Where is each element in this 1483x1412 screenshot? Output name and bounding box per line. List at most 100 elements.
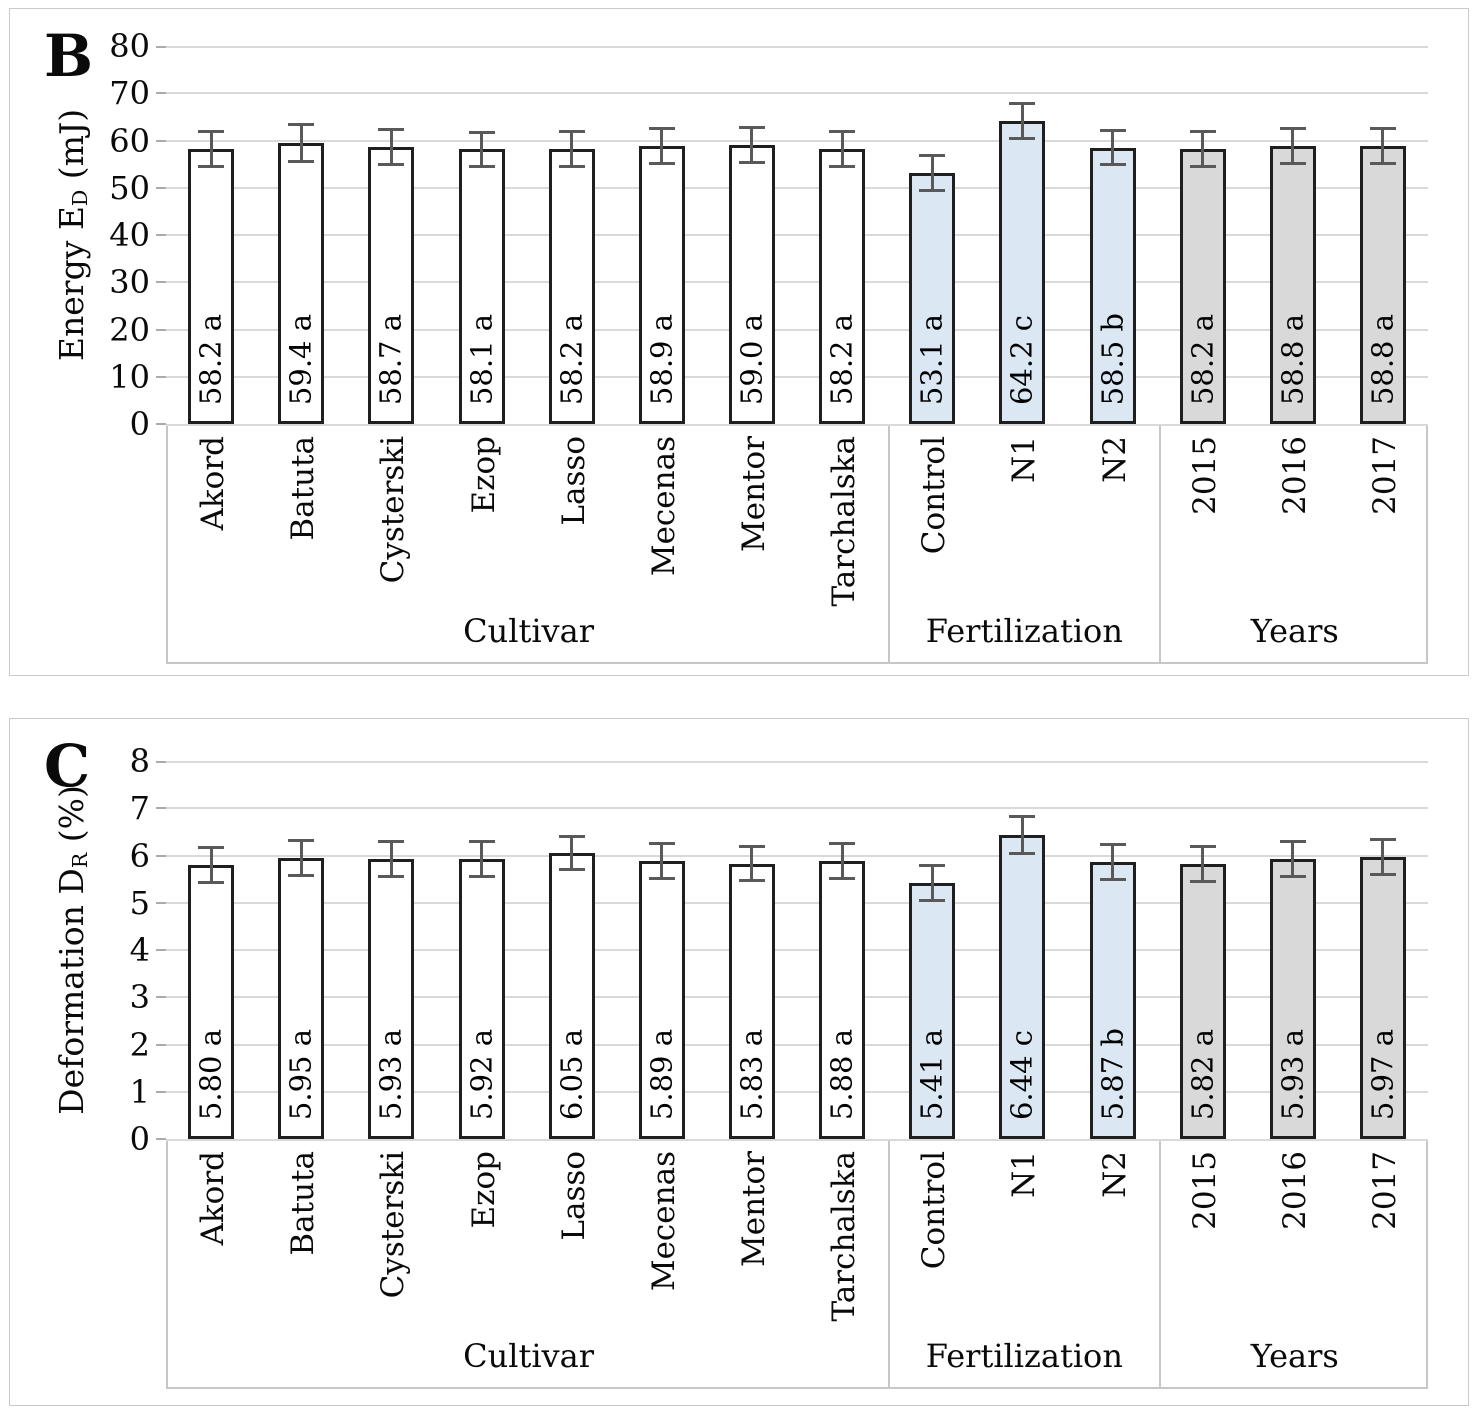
x-category-label-control: Control [916, 1151, 953, 1270]
x-axis-area-c: Akord Batuta Cysterski Ezop Lasso Mecenas Ment… [166, 1141, 1428, 1389]
error-bar-cap-bottom [1189, 164, 1216, 168]
error-bar-cap-top [1279, 127, 1306, 131]
error-bar [558, 835, 585, 872]
error-bar-cap-bottom [1099, 163, 1126, 167]
bar-akord: 5.80 a [188, 864, 235, 1139]
error-bar [1189, 130, 1216, 168]
error-bar [1009, 814, 1036, 855]
error-bar-cap-bottom [738, 161, 765, 165]
y-tick-label: 70 [109, 74, 150, 113]
error-bar-cap-bottom [468, 875, 495, 879]
gridline [166, 92, 1428, 95]
y-tick-mark [156, 139, 166, 142]
group-label-fertilization: Fertilization [925, 612, 1123, 650]
gridline [166, 854, 1428, 857]
error-bar-cap-top [1369, 838, 1396, 842]
error-bar [829, 130, 856, 168]
error-bar [1369, 838, 1396, 876]
error-bar-line [389, 127, 393, 166]
bar-2015: 58.2 a [1179, 149, 1226, 424]
gridline [166, 1090, 1428, 1093]
bar-mentor: 59.0 a [728, 145, 775, 424]
error-bar-cap-top [198, 846, 225, 850]
bar-value-label: 5.83 a [734, 1028, 769, 1120]
bar-value-label: 58.2 a [824, 313, 859, 405]
error-bar [829, 842, 856, 881]
x-category-label-2016: 2016 [1276, 1151, 1313, 1230]
error-bar-line [660, 126, 664, 165]
x-category-label-tarchalska: Tarchalska [826, 436, 863, 607]
error-bar-cap-bottom [1369, 162, 1396, 166]
bar-2016: 58.8 a [1269, 146, 1316, 424]
error-bar-cap-top [829, 842, 856, 846]
y-tick-label: 6 [129, 836, 150, 875]
error-bar [288, 838, 315, 877]
error-bar-cap-bottom [198, 880, 225, 884]
gridline [166, 1043, 1428, 1046]
bar-value-label: 5.87 b [1094, 1027, 1129, 1120]
bar-value-label: 5.97 a [1365, 1028, 1400, 1120]
y-tick-mark [156, 281, 166, 284]
bar-batuta: 5.95 a [278, 857, 325, 1139]
gridline [166, 186, 1428, 189]
error-bar-cap-bottom [648, 876, 675, 880]
panel-label-c: C [44, 732, 91, 800]
x-category-label-cysterski: Cysterski [375, 1151, 412, 1299]
error-bar-cap-bottom [468, 165, 495, 169]
bar-control: 5.41 a [909, 883, 956, 1139]
bar-cysterski: 58.7 a [368, 146, 415, 424]
error-bar [468, 840, 495, 879]
x-category-label-ezop: Ezop [465, 1151, 502, 1229]
y-tick-mark [156, 1138, 166, 1140]
x-category-label-2016: 2016 [1276, 436, 1313, 515]
y-tick-mark [156, 854, 166, 857]
x-category-label-akord: Akord [195, 1151, 232, 1246]
bar-value-label: 5.89 a [644, 1028, 679, 1120]
error-bar-line [1201, 845, 1205, 883]
bar-mecenas: 5.89 a [638, 860, 685, 1139]
y-tick-label: 40 [109, 216, 150, 254]
group-label-years: Years [1250, 1337, 1339, 1375]
error-bar-cap-bottom [919, 899, 946, 903]
error-bar-cap-bottom [738, 879, 765, 883]
error-bar-line [1381, 838, 1385, 876]
y-tick-mark [156, 186, 166, 189]
y-tick-label: 0 [129, 405, 150, 443]
error-bar-line [299, 838, 303, 877]
group-label-cultivar: Cultivar [463, 1337, 594, 1375]
y-tick-mark [156, 1043, 166, 1046]
y-tick-label: 80 [109, 27, 150, 65]
error-bar [919, 864, 946, 903]
error-bar-line [1111, 842, 1114, 881]
y-tick-label: 0 [129, 1120, 150, 1158]
bar-value-label: 5.93 a [373, 1028, 408, 1120]
error-bar-cap-bottom [829, 877, 856, 881]
error-bar-line [570, 130, 574, 168]
error-bar-cap-top [468, 840, 495, 844]
error-bar-cap-bottom [1279, 162, 1306, 166]
bar-2017: 5.97 a [1359, 856, 1406, 1139]
error-bar [378, 127, 405, 166]
bar-value-label: 64.2 c [1004, 314, 1039, 405]
bar-mecenas: 58.9 a [638, 145, 685, 424]
x-category-label-mecenas: Mecenas [645, 436, 682, 577]
y-tick-label: 50 [109, 168, 150, 207]
bar-2015: 5.82 a [1179, 864, 1226, 1139]
bar-value-label: 5.80 a [193, 1028, 228, 1120]
error-bar-cap-top [648, 126, 675, 130]
x-category-label-batuta: Batuta [285, 1151, 322, 1256]
error-bar-line [930, 864, 934, 903]
error-bar-line [389, 839, 393, 878]
error-bar-cap-bottom [1009, 851, 1036, 855]
error-bar-cap-top [738, 126, 765, 130]
error-bar-cap-bottom [1189, 879, 1216, 883]
error-bar-line [930, 154, 934, 192]
error-bar-cap-top [1099, 842, 1126, 846]
group-label-years: Years [1250, 612, 1339, 650]
gridline [166, 46, 1428, 48]
bar-value-label: 58.2 a [1184, 313, 1219, 405]
bar-ezop: 5.92 a [458, 859, 505, 1139]
bar-mentor: 5.83 a [728, 863, 775, 1139]
error-bar-line [1381, 127, 1385, 166]
bar-n2: 58.5 b [1089, 147, 1136, 424]
